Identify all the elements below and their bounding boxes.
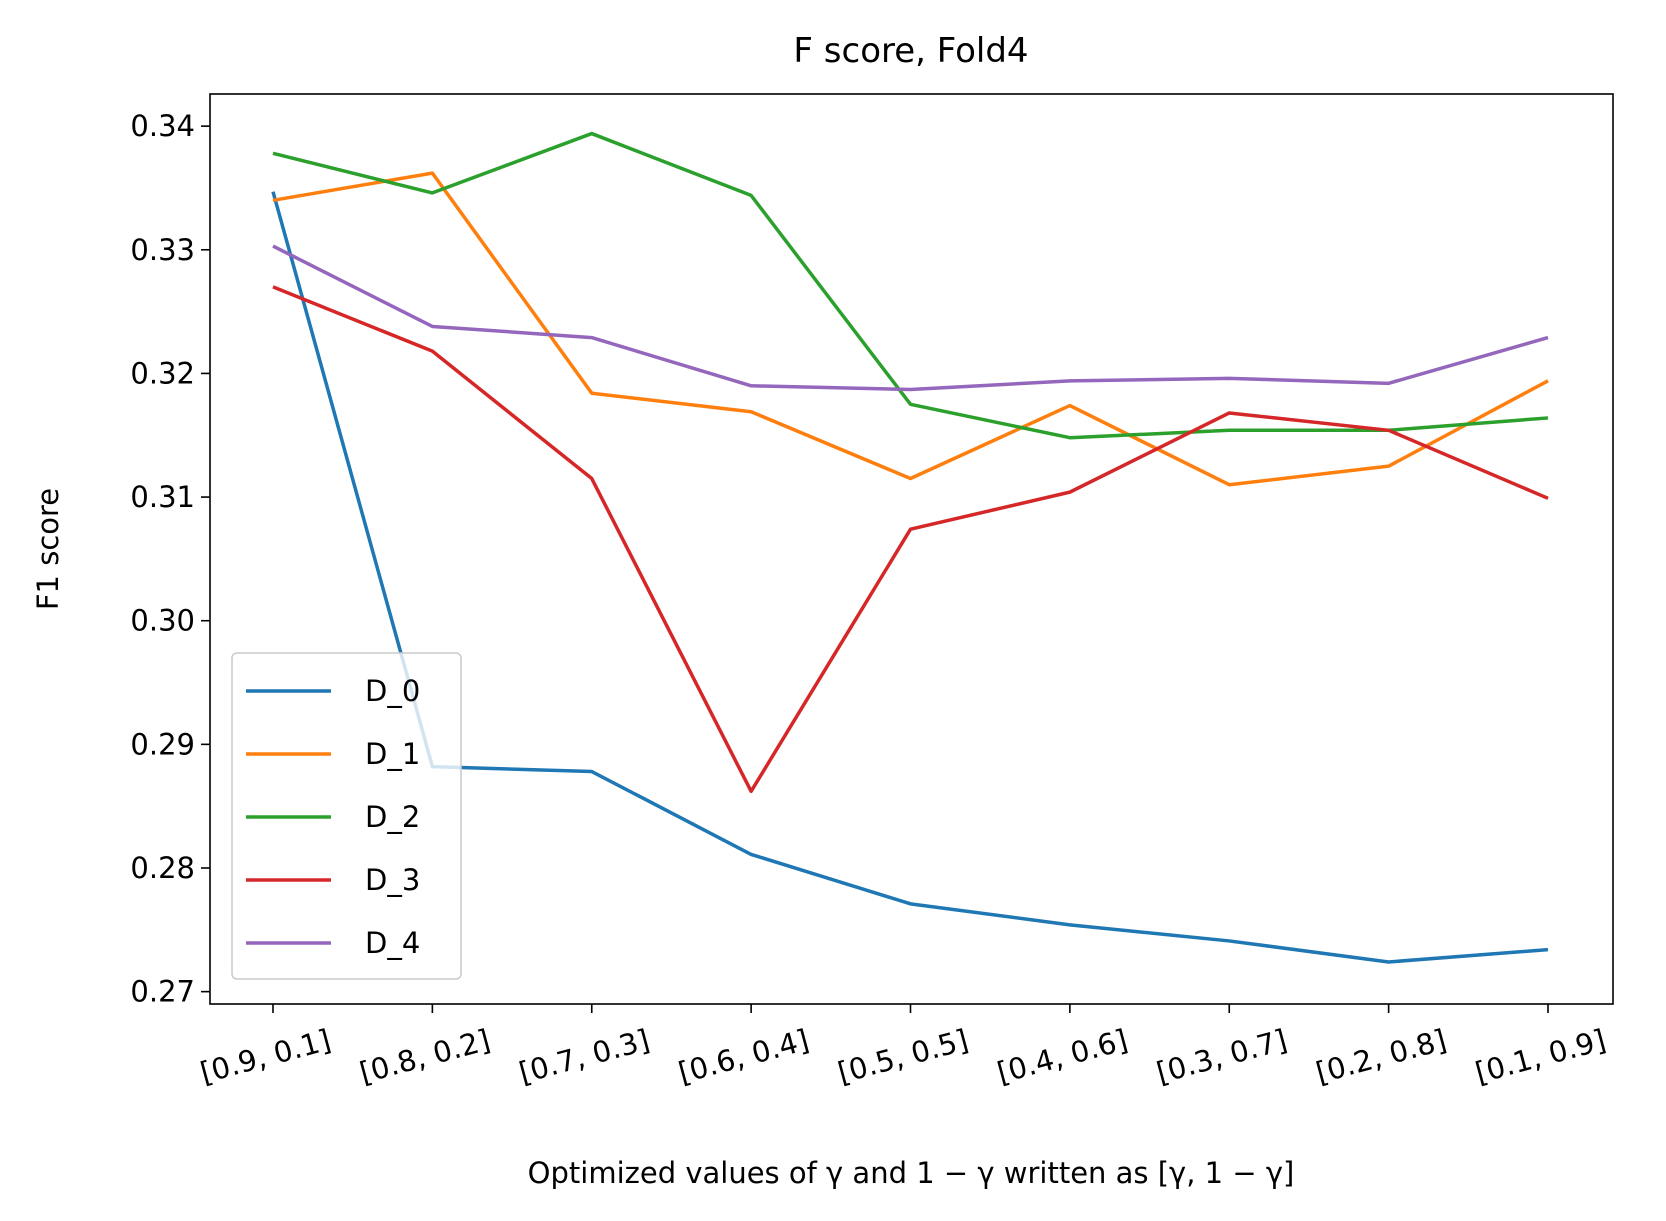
chart-title: F score, Fold4: [793, 31, 1028, 71]
series-line: [272, 131, 1549, 440]
x-tick-label: [0.5, 0.5]: [834, 1023, 972, 1090]
legend-label: D_1: [365, 737, 420, 771]
x-tick-label: [0.8, 0.2]: [356, 1023, 494, 1090]
y-axis-label: F1 score: [31, 488, 65, 610]
legend-label: D_0: [365, 674, 420, 708]
y-tick-label: 0.34: [130, 109, 195, 143]
x-tick-label: [0.6, 0.4]: [675, 1023, 813, 1090]
series-line: [272, 244, 1549, 392]
plot-frame: [209, 93, 1614, 1005]
y-tick-label: 0.28: [130, 851, 195, 885]
x-tick-label: [0.1, 0.9]: [1472, 1023, 1610, 1090]
y-tick-label: 0.31: [130, 480, 195, 514]
x-tick-label: [0.4, 0.6]: [994, 1023, 1132, 1090]
x-axis-label: Optimized values of γ and 1 − γ written …: [528, 1156, 1295, 1190]
y-tick-label: 0.27: [130, 975, 195, 1009]
series-line: [272, 285, 1549, 794]
y-tick-label: 0.30: [130, 604, 195, 638]
x-tick-label: [0.7, 0.3]: [515, 1023, 653, 1090]
x-tick-label: [0.3, 0.7]: [1153, 1023, 1291, 1090]
legend-box: [231, 652, 462, 980]
x-tick-label: [0.2, 0.8]: [1312, 1023, 1450, 1090]
legend-label: D_2: [365, 800, 420, 834]
legend-label: D_4: [365, 926, 420, 960]
series-line: [272, 171, 1549, 487]
series-line: [271, 191, 1549, 964]
y-tick-label: 0.29: [130, 727, 195, 761]
y-tick-label: 0.32: [130, 356, 195, 390]
y-tick-label: 0.33: [130, 233, 195, 267]
legend-label: D_3: [365, 863, 420, 897]
x-tick-label: [0.9, 0.1]: [197, 1023, 335, 1090]
